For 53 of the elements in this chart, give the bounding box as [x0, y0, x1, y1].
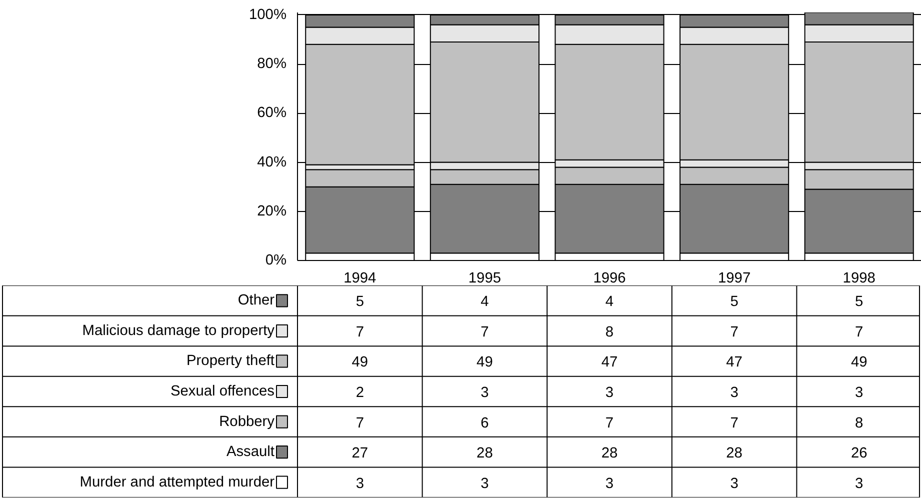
- x-tick-label: 1996: [593, 270, 626, 286]
- legend-label: Robbery: [219, 414, 276, 430]
- data-label: 3: [855, 476, 864, 492]
- data-label: 3: [605, 476, 614, 492]
- data-label: 2: [356, 385, 364, 401]
- data-label: 7: [356, 415, 364, 432]
- data-label: 3: [855, 385, 864, 401]
- x-tick-label: 1997: [718, 270, 751, 286]
- data-label: 47: [601, 354, 618, 371]
- y-tick-label: 100%: [249, 6, 287, 23]
- data-label: 3: [480, 385, 489, 401]
- data-label: 28: [726, 446, 742, 462]
- x-tick-label: 1994: [344, 270, 376, 286]
- y-tick-label: 60%: [257, 105, 287, 122]
- data-label: 7: [356, 324, 364, 340]
- data-label: 4: [480, 294, 489, 310]
- data-label: 3: [605, 385, 614, 401]
- legend-label: Murder and attempted murder: [80, 474, 275, 490]
- legend-label: Property theft: [186, 353, 275, 370]
- data-label: 3: [356, 476, 364, 492]
- data-label: 7: [730, 324, 738, 340]
- data-label: 5: [356, 294, 364, 310]
- x-tick-label: 1995: [468, 270, 502, 286]
- data-label: 7: [480, 324, 489, 340]
- data-label: 49: [850, 354, 868, 371]
- data-label: 3: [480, 476, 489, 492]
- data-label: 8: [855, 415, 864, 432]
- data-label: 5: [855, 294, 864, 310]
- data-label: 49: [352, 354, 368, 371]
- data-label: 6: [480, 415, 489, 432]
- legend-label: Sexual offences: [170, 384, 275, 400]
- data-label: 26: [850, 446, 868, 462]
- legend-label: Assault: [226, 444, 274, 460]
- data-label: 7: [605, 415, 614, 432]
- data-label: 27: [352, 446, 368, 462]
- y-tick-label: 80%: [257, 56, 287, 72]
- data-label: 28: [476, 446, 493, 462]
- data-label: 7: [730, 415, 738, 432]
- legend-label: Other: [238, 292, 275, 309]
- y-tick-label: 40%: [257, 154, 287, 170]
- legend-label: Malicious damage to property: [82, 322, 276, 339]
- data-label: 3: [730, 476, 738, 492]
- x-tick-label: 1998: [842, 270, 876, 286]
- data-label: 5: [730, 294, 738, 310]
- data-label: 28: [601, 446, 618, 462]
- data-label: 7: [855, 324, 864, 340]
- data-label: 47: [726, 354, 742, 371]
- y-tick-label: 20%: [257, 203, 287, 220]
- data-label: 49: [476, 354, 493, 371]
- data-label: 4: [605, 294, 614, 310]
- y-tick-label: 0%: [265, 252, 287, 268]
- data-label: 3: [730, 385, 738, 401]
- data-label: 8: [605, 324, 614, 340]
